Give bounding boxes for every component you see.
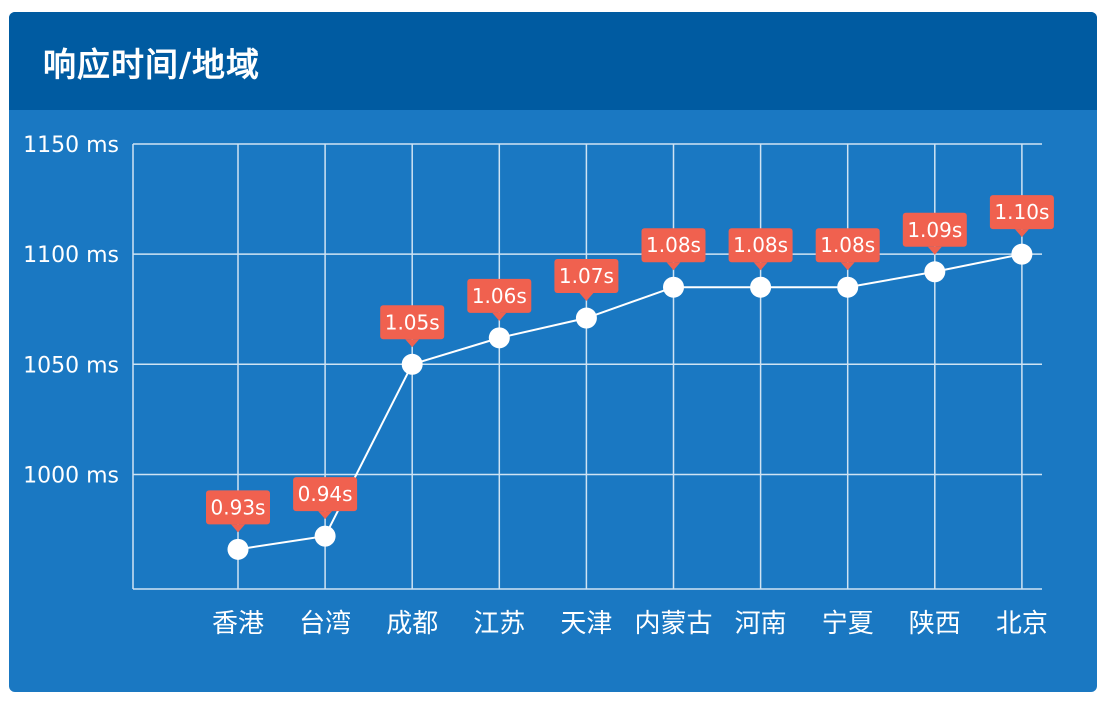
data-label-box xyxy=(380,305,445,340)
data-label-pointer xyxy=(579,293,594,302)
x-tick-label: 香港 xyxy=(212,609,264,639)
data-label-box xyxy=(902,212,967,247)
y-tick-label: 1000 ms xyxy=(23,463,119,488)
data-label-pointer xyxy=(1014,229,1029,238)
data-label-pointer xyxy=(492,312,507,321)
x-tick-label: 成都 xyxy=(386,609,438,639)
data-label-pointer xyxy=(927,246,942,255)
x-tick-label: 陕西 xyxy=(909,609,961,639)
data-label: 1.10s xyxy=(994,200,1049,224)
data-point xyxy=(314,525,336,547)
data-label: 1.08s xyxy=(820,233,875,257)
series-line xyxy=(237,253,1023,551)
chart-card: 响应时间/地域 1000 ms 1050 ms 1100 ms 1150 ms 0.93… xyxy=(9,12,1097,692)
data-label: 1.07s xyxy=(559,264,614,288)
data-label: 1.06s xyxy=(472,284,527,308)
chart-title: 响应时间/地域 xyxy=(43,45,261,84)
data-label: 0.93s xyxy=(211,495,266,519)
data-label-pointer xyxy=(405,339,420,348)
card-header: 响应时间/地域 xyxy=(9,12,1097,110)
y-tick-label: 1100 ms xyxy=(23,243,119,268)
data-label: 1.09s xyxy=(907,218,962,242)
x-tick-label: 北京 xyxy=(996,609,1048,639)
data-label-pointer xyxy=(666,262,681,271)
data-label-pointer xyxy=(318,511,333,520)
data-point xyxy=(750,276,772,298)
data-label-box xyxy=(989,195,1054,230)
data-point xyxy=(488,327,510,349)
line-chart: 1000 ms 1050 ms 1100 ms 1150 ms 0.93s 0.94s 1.… xyxy=(23,133,1054,639)
data-label: 1.08s xyxy=(733,233,788,257)
data-point xyxy=(924,261,946,283)
data-label-box xyxy=(728,228,793,263)
x-tick-label: 天津 xyxy=(560,609,612,639)
data-label-pointer xyxy=(840,262,855,271)
x-tick-label: 河南 xyxy=(735,609,787,639)
data-point xyxy=(575,307,597,329)
data-label: 1.05s xyxy=(385,310,440,334)
x-tick-label: 内蒙古 xyxy=(634,609,712,639)
data-label: 1.08s xyxy=(646,233,701,257)
data-point xyxy=(837,276,859,298)
data-label-box xyxy=(293,477,358,512)
data-label: 0.94s xyxy=(298,482,353,506)
data-label-box xyxy=(554,259,619,294)
data-label-pointer xyxy=(753,262,768,271)
data-point xyxy=(401,353,423,375)
x-tick-label: 台湾 xyxy=(299,609,351,639)
data-label-box xyxy=(641,228,706,263)
data-point xyxy=(1011,243,1033,265)
y-tick-label: 1150 ms xyxy=(23,133,119,158)
data-label-box xyxy=(467,278,532,313)
x-tick-label: 江苏 xyxy=(473,609,525,639)
y-tick-label: 1050 ms xyxy=(23,353,119,378)
data-label-box xyxy=(815,228,880,263)
data-point xyxy=(227,538,249,560)
data-label-box xyxy=(206,490,270,525)
data-label-pointer xyxy=(231,524,245,533)
data-point xyxy=(663,276,684,298)
x-tick-label: 宁夏 xyxy=(822,609,874,639)
